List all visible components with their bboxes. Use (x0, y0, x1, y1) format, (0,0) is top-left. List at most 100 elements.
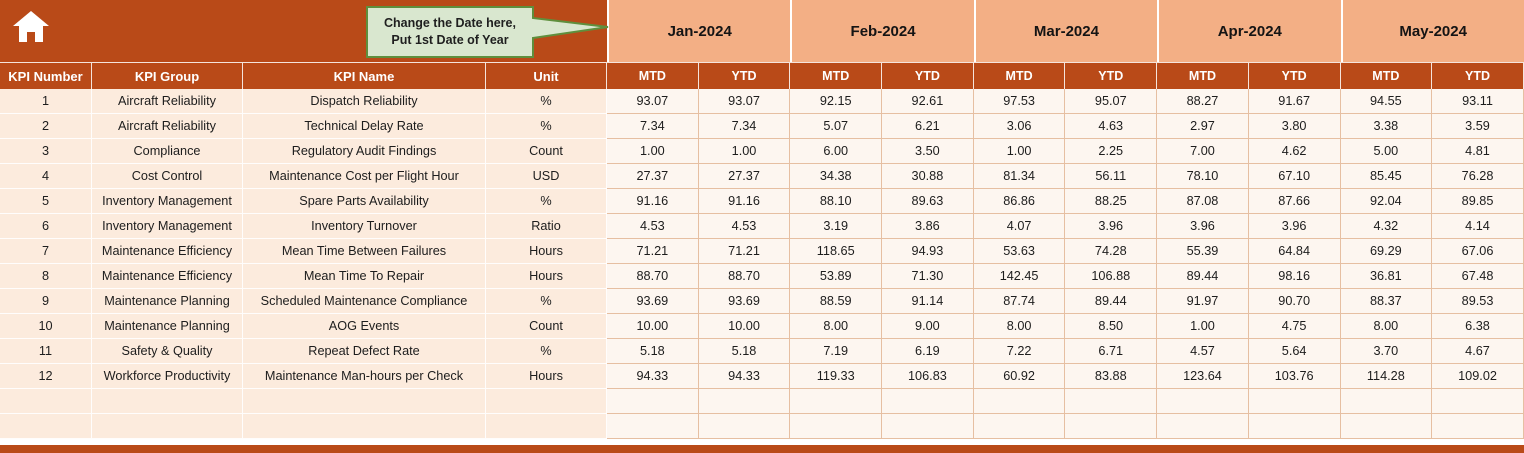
value-cell[interactable]: 8.50 (1065, 314, 1158, 339)
value-cell[interactable]: 76.28 (1432, 164, 1524, 189)
value-cell[interactable]: 97.53 (973, 89, 1066, 114)
empty-value-cell[interactable] (607, 414, 699, 439)
unit-cell[interactable]: % (486, 89, 607, 114)
value-cell[interactable]: 4.57 (1157, 339, 1249, 364)
value-cell[interactable]: 67.48 (1432, 264, 1524, 289)
kpi-group-cell[interactable]: Maintenance Planning (92, 314, 243, 339)
kpi-number-cell[interactable]: 3 (0, 139, 92, 164)
value-cell[interactable]: 53.89 (790, 264, 883, 289)
empty-label-cell[interactable] (243, 389, 486, 414)
value-cell[interactable]: 119.33 (790, 364, 883, 389)
value-cell[interactable]: 7.19 (790, 339, 883, 364)
value-cell[interactable]: 88.59 (790, 289, 883, 314)
value-cell[interactable]: 3.80 (1248, 114, 1341, 139)
value-cell[interactable]: 7.34 (698, 114, 791, 139)
value-cell[interactable]: 81.34 (973, 164, 1066, 189)
value-cell[interactable]: 93.07 (698, 89, 791, 114)
value-cell[interactable]: 4.07 (973, 214, 1066, 239)
subheader-ytd-may-2024[interactable]: YTD (1432, 62, 1524, 89)
value-cell[interactable]: 114.28 (1340, 364, 1433, 389)
value-cell[interactable]: 6.38 (1432, 314, 1524, 339)
value-cell[interactable]: 142.45 (973, 264, 1066, 289)
empty-label-cell[interactable] (0, 389, 92, 414)
value-cell[interactable]: 3.96 (1248, 214, 1341, 239)
subheader-mtd-may-2024[interactable]: MTD (1340, 62, 1433, 89)
value-cell[interactable]: 53.63 (973, 239, 1066, 264)
value-cell[interactable]: 6.00 (790, 139, 883, 164)
kpi-group-cell[interactable]: Workforce Productivity (92, 364, 243, 389)
empty-value-cell[interactable] (607, 389, 699, 414)
value-cell[interactable]: 4.32 (1340, 214, 1433, 239)
value-cell[interactable]: 3.96 (1157, 214, 1249, 239)
empty-value-cell[interactable] (698, 389, 791, 414)
value-cell[interactable]: 56.11 (1065, 164, 1158, 189)
value-cell[interactable]: 4.53 (607, 214, 699, 239)
value-cell[interactable]: 93.11 (1432, 89, 1524, 114)
value-cell[interactable]: 4.81 (1432, 139, 1524, 164)
kpi-group-cell[interactable]: Inventory Management (92, 214, 243, 239)
empty-value-cell[interactable] (790, 389, 883, 414)
value-cell[interactable]: 123.64 (1157, 364, 1249, 389)
empty-value-cell[interactable] (973, 414, 1066, 439)
value-cell[interactable]: 27.37 (607, 164, 699, 189)
value-cell[interactable]: 4.67 (1432, 339, 1524, 364)
kpi-group-cell[interactable]: Aircraft Reliability (92, 114, 243, 139)
empty-label-cell[interactable] (92, 389, 243, 414)
kpi-group-cell[interactable]: Maintenance Planning (92, 289, 243, 314)
empty-value-cell[interactable] (698, 414, 791, 439)
value-cell[interactable]: 3.06 (973, 114, 1066, 139)
value-cell[interactable]: 2.97 (1157, 114, 1249, 139)
kpi-name-cell[interactable]: Spare Parts Availability (243, 189, 486, 214)
value-cell[interactable]: 6.21 (882, 114, 974, 139)
value-cell[interactable]: 5.18 (698, 339, 791, 364)
kpi-name-cell[interactable]: Dispatch Reliability (243, 89, 486, 114)
value-cell[interactable]: 60.92 (973, 364, 1066, 389)
empty-value-cell[interactable] (1432, 414, 1524, 439)
empty-value-cell[interactable] (1157, 414, 1249, 439)
value-cell[interactable]: 1.00 (698, 139, 791, 164)
value-cell[interactable]: 5.18 (607, 339, 699, 364)
value-cell[interactable]: 36.81 (1340, 264, 1433, 289)
value-cell[interactable]: 34.38 (790, 164, 883, 189)
empty-label-cell[interactable] (92, 414, 243, 439)
kpi-number-cell[interactable]: 9 (0, 289, 92, 314)
kpi-number-cell[interactable]: 1 (0, 89, 92, 114)
kpi-number-cell[interactable]: 8 (0, 264, 92, 289)
empty-value-cell[interactable] (1065, 414, 1158, 439)
kpi-group-cell[interactable]: Cost Control (92, 164, 243, 189)
value-cell[interactable]: 4.75 (1248, 314, 1341, 339)
value-cell[interactable]: 92.61 (882, 89, 974, 114)
value-cell[interactable]: 83.88 (1065, 364, 1158, 389)
value-cell[interactable]: 88.25 (1065, 189, 1158, 214)
kpi-number-cell[interactable]: 7 (0, 239, 92, 264)
kpi-number-cell[interactable]: 10 (0, 314, 92, 339)
value-cell[interactable]: 8.00 (973, 314, 1066, 339)
value-cell[interactable]: 88.27 (1157, 89, 1249, 114)
value-cell[interactable]: 94.55 (1340, 89, 1433, 114)
subheader-mtd-apr-2024[interactable]: MTD (1157, 62, 1249, 89)
value-cell[interactable]: 71.21 (698, 239, 791, 264)
kpi-group-cell[interactable]: Maintenance Efficiency (92, 239, 243, 264)
empty-label-cell[interactable] (243, 414, 486, 439)
value-cell[interactable]: 3.86 (882, 214, 974, 239)
home-icon[interactable] (10, 8, 52, 46)
unit-cell[interactable]: % (486, 339, 607, 364)
value-cell[interactable]: 27.37 (698, 164, 791, 189)
value-cell[interactable]: 4.53 (698, 214, 791, 239)
kpi-name-cell[interactable]: Mean Time Between Failures (243, 239, 486, 264)
kpi-name-cell[interactable]: AOG Events (243, 314, 486, 339)
empty-value-cell[interactable] (1432, 389, 1524, 414)
value-cell[interactable]: 4.63 (1065, 114, 1158, 139)
kpi-group-cell[interactable]: Aircraft Reliability (92, 89, 243, 114)
value-cell[interactable]: 1.00 (1157, 314, 1249, 339)
empty-value-cell[interactable] (1340, 389, 1433, 414)
unit-cell[interactable]: Hours (486, 364, 607, 389)
kpi-group-cell[interactable]: Inventory Management (92, 189, 243, 214)
value-cell[interactable]: 7.00 (1157, 139, 1249, 164)
kpi-group-cell[interactable]: Compliance (92, 139, 243, 164)
value-cell[interactable]: 5.64 (1248, 339, 1341, 364)
kpi-name-cell[interactable]: Repeat Defect Rate (243, 339, 486, 364)
value-cell[interactable]: 8.00 (790, 314, 883, 339)
value-cell[interactable]: 89.44 (1157, 264, 1249, 289)
subheader-ytd-mar-2024[interactable]: YTD (1065, 62, 1158, 89)
